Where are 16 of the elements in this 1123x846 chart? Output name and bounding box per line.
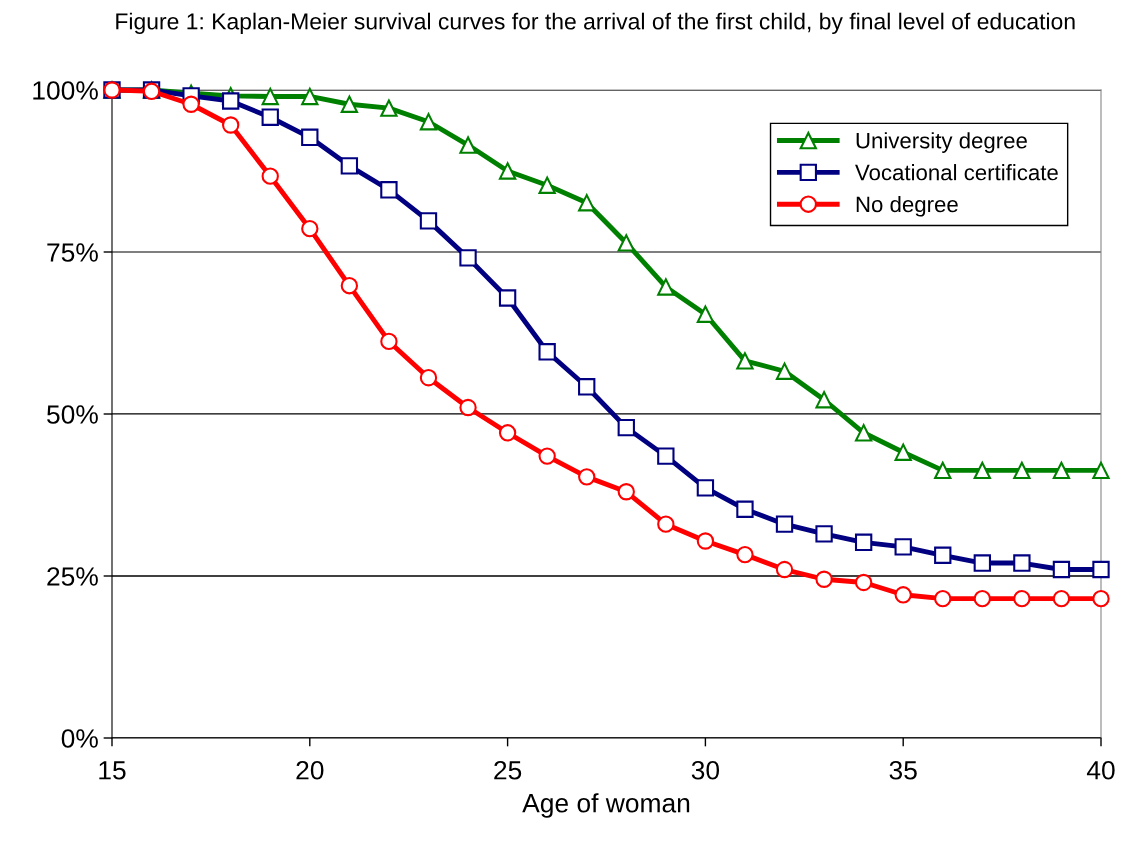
legend-label: No degree (856, 195, 958, 217)
x-tick-label: 40 (1086, 760, 1115, 780)
x-tick-label: 20 (296, 760, 324, 780)
x-tick-label: 25 (494, 760, 522, 780)
x-tick-label: 35 (889, 760, 917, 780)
y-tick-label: 75% (47, 243, 98, 262)
legend-label: University degree (856, 132, 1027, 153)
y-tick-label: 50% (47, 405, 98, 424)
y-tick-label: 0% (61, 729, 98, 748)
y-tick-label: 100% (33, 81, 98, 100)
x-tick-label: 15 (99, 761, 126, 780)
y-tick-label: 25% (47, 567, 98, 586)
legend-label: Vocational certificate (855, 164, 1058, 181)
x-axis-title: Age of woman (522, 793, 690, 818)
chart-title: Figure 1: Kaplan-Meier survival curves for the arrival of the first child, by final level of education (116, 12, 1075, 35)
x-tick-label: 30 (691, 760, 720, 780)
